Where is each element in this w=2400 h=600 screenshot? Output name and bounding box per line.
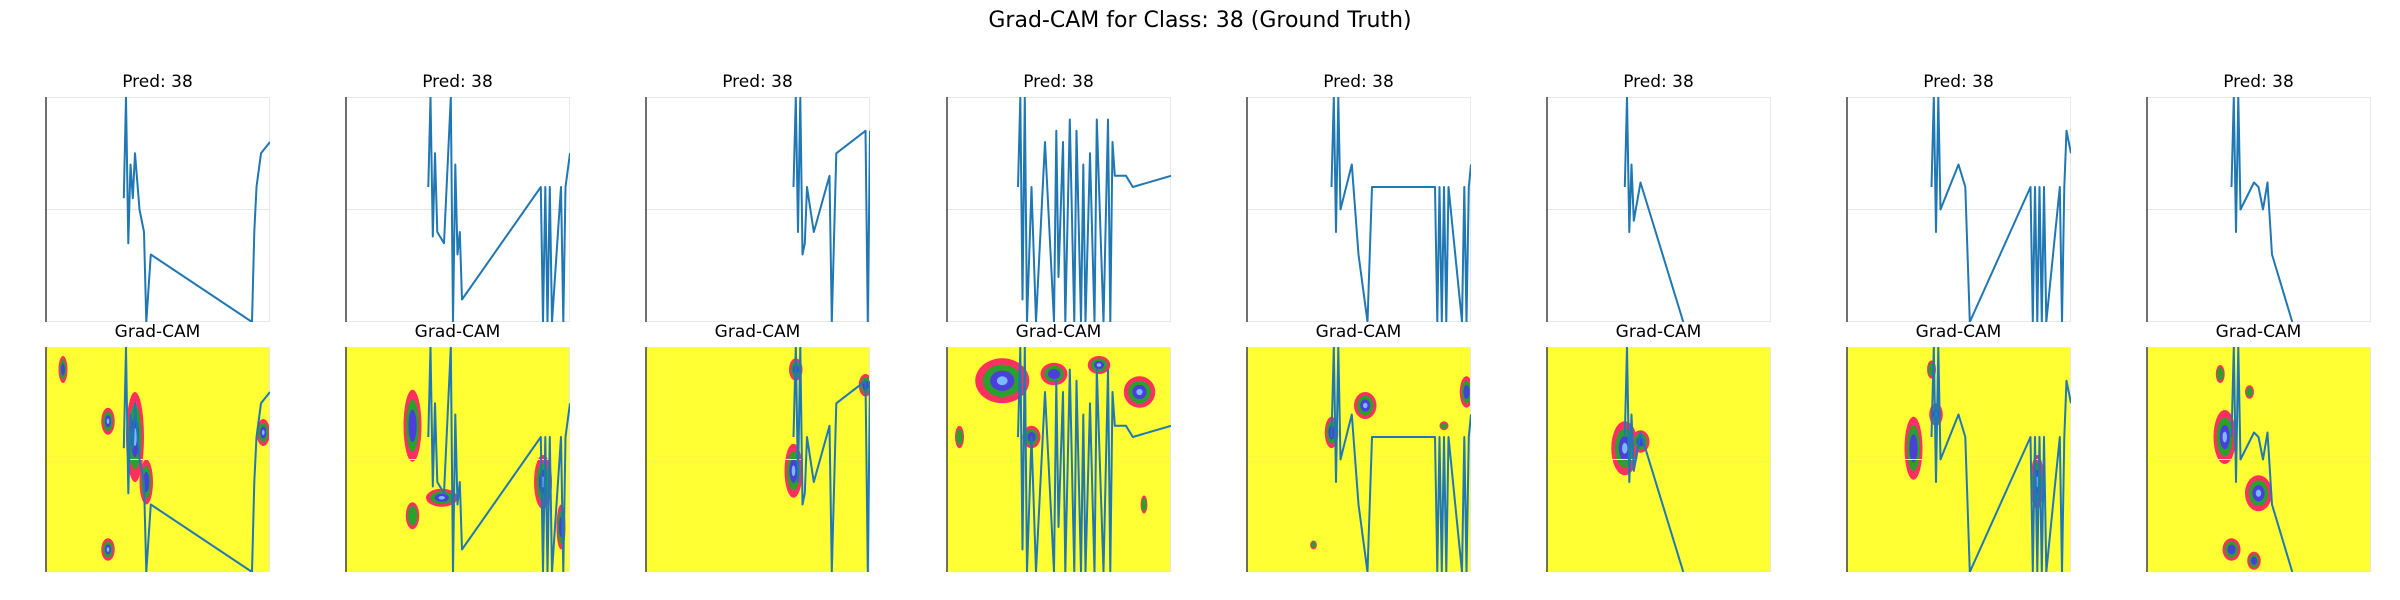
panel-plot: [1246, 97, 1471, 322]
series-line: [2230, 97, 2294, 322]
heatmap-hotspot: [2245, 475, 2272, 512]
figure-title: Grad-CAM for Class: 38 (Ground Truth): [988, 8, 1412, 33]
prediction-panel-4: Pred: 38: [946, 72, 1171, 322]
panel-title: Pred: 38: [122, 72, 193, 92]
heatmap-hotspot: [1140, 495, 1148, 514]
panel-plot: [946, 97, 1171, 322]
series-line: [1623, 347, 1685, 572]
series-line: [1330, 347, 1471, 572]
panel-title: Grad-CAM: [114, 322, 201, 342]
series-line: [2230, 347, 2294, 572]
panel-plot: [645, 97, 870, 322]
prediction-panel-5: Pred: 38: [1246, 72, 1471, 322]
panel-title: Grad-CAM: [1015, 322, 1102, 342]
panel-plot: [345, 97, 570, 322]
heatmap-hotspot: [2213, 410, 2236, 464]
prediction-panel-2: Pred: 38: [345, 72, 570, 322]
gradcam-panel-3: Grad-CAM: [645, 322, 870, 572]
heatmap-hotspot: [1459, 376, 1471, 408]
panel-plot: [1546, 347, 1771, 572]
series-line: [427, 347, 570, 572]
panel-title: Grad-CAM: [2215, 322, 2302, 342]
panel-plot: [2146, 347, 2371, 572]
panel-title: Grad-CAM: [414, 322, 501, 342]
heatmap-hotspot: [2215, 365, 2225, 383]
panel-title: Grad-CAM: [1615, 322, 1702, 342]
heatmap-hotspot: [784, 443, 803, 498]
heatmap-hotspot: [101, 538, 115, 561]
gradcam-panel-7: Grad-CAM: [1846, 322, 2071, 572]
series-line: [1017, 347, 1171, 572]
heatmap-hotspot: [2247, 551, 2261, 570]
gradcam-panel-1: Grad-CAM: [45, 322, 270, 572]
prediction-panel-3: Pred: 38: [645, 72, 870, 322]
heatmap-hotspot: [2245, 385, 2254, 399]
heatmap-hotspot: [955, 425, 964, 449]
heatmap-hotspot: [426, 488, 458, 507]
panel-plot: [1846, 347, 2071, 572]
series-line: [1330, 97, 1471, 322]
heatmap-hotspot: [405, 502, 420, 530]
heatmap-hotspot: [1439, 421, 1449, 431]
series-line: [792, 347, 870, 572]
gradcam-panel-2: Grad-CAM: [345, 322, 570, 572]
heatmap-hotspot: [101, 407, 115, 435]
heatmap-hotspot: [58, 356, 68, 383]
series-line: [1017, 97, 1171, 322]
panel-plot: [645, 347, 870, 572]
panel-title: Grad-CAM: [714, 322, 801, 342]
panel-title: Pred: 38: [422, 72, 493, 92]
heatmap-hotspot: [403, 389, 422, 462]
gradcam-panel-8: Grad-CAM: [2146, 322, 2371, 572]
gradcam-panel-5: Grad-CAM: [1246, 322, 1471, 572]
series-line: [122, 97, 270, 322]
panel-plot: [2146, 97, 2371, 322]
series-line: [792, 97, 870, 322]
prediction-panel-1: Pred: 38: [45, 72, 270, 322]
heatmap-hotspot: [1087, 356, 1111, 374]
heatmap-hotspot: [256, 419, 270, 446]
series-line: [1623, 97, 1685, 322]
heatmap-hotspot: [1310, 540, 1317, 550]
panel-plot: [946, 347, 1171, 572]
prediction-panel-8: Pred: 38: [2146, 72, 2371, 322]
panel-plot: [1546, 97, 1771, 322]
heatmap-hotspot: [975, 358, 1030, 404]
panel-plot: [1246, 347, 1471, 572]
heatmap-hotspot: [1354, 392, 1377, 419]
heatmap-hotspot: [1040, 362, 1068, 386]
gradcam-panel-4: Grad-CAM: [946, 322, 1171, 572]
gradcam-panel-6: Grad-CAM: [1546, 322, 1771, 572]
heatmap-hotspot: [1904, 416, 1923, 480]
panel-title: Pred: 38: [2223, 72, 2294, 92]
series-line: [427, 97, 570, 322]
series-line: [122, 347, 270, 572]
series-line: [1930, 97, 2071, 322]
panel-title: Grad-CAM: [1915, 322, 2002, 342]
panel-title: Pred: 38: [1623, 72, 1694, 92]
heatmap-hotspot: [1123, 376, 1156, 408]
panel-plot: [45, 97, 270, 322]
series-line: [1930, 347, 2071, 572]
panel-title: Pred: 38: [722, 72, 793, 92]
panel-title: Pred: 38: [1323, 72, 1394, 92]
panel-plot: [345, 347, 570, 572]
prediction-panel-7: Pred: 38: [1846, 72, 2071, 322]
panel-plot: [45, 347, 270, 572]
panel-title: Pred: 38: [1023, 72, 1094, 92]
panel-plot: [1846, 97, 2071, 322]
panel-title: Grad-CAM: [1315, 322, 1402, 342]
prediction-panel-6: Pred: 38: [1546, 72, 1771, 322]
heatmap-hotspot: [2222, 538, 2241, 561]
panel-title: Pred: 38: [1923, 72, 1994, 92]
